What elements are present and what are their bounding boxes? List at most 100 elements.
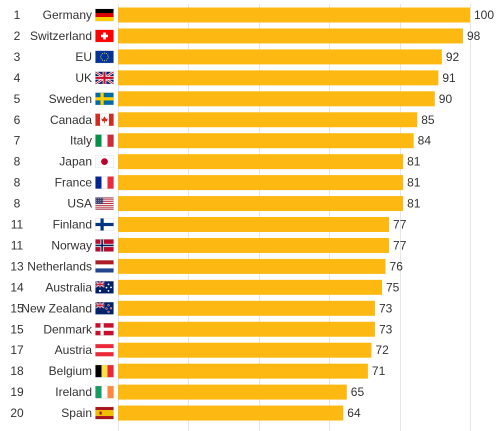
bar [118,112,418,128]
value-label: 100 [474,8,494,22]
rank-label: 11 [11,238,24,252]
chart-row: 19 Ireland 65 [10,384,365,400]
chart-row: 20 Spain 64 [10,405,361,421]
finland-flag-icon [95,218,114,231]
value-label: 81 [407,197,421,211]
value-label: 85 [421,113,435,127]
chart-row: 5 Sweden 90 [14,91,453,107]
country-label: France [55,176,93,190]
canada-flag-icon [95,113,114,127]
country-label: Italy [70,134,92,148]
country-label: Canada [50,113,92,127]
japan-flag-icon [95,155,114,168]
chart-row: 1 Germany 100 [14,7,494,23]
value-label: 73 [379,301,393,315]
chart-row: 6 Canada 85 [14,112,435,128]
country-label: Japan [59,155,92,169]
chart-row: 4 UK 91 [14,70,456,86]
denmark-flag-icon [95,322,114,336]
rank-label: 6 [14,113,21,127]
chart-row: 14 Australia 75 [10,279,400,295]
bar [118,300,375,316]
country-label: Australia [45,280,92,294]
rank-label: 17 [10,343,24,357]
spain-flag-icon [95,406,114,420]
chart-row: 11 Norway 77 [11,237,407,253]
sweden-flag-icon [95,92,114,106]
netherlands-flag-icon [95,260,114,273]
rank-label: 15 [10,301,24,315]
bar [118,258,386,274]
bar [118,384,347,400]
eu-flag-icon [95,50,114,64]
value-label: 64 [347,406,361,420]
country-label: Netherlands [27,259,92,273]
chart-row: 18 Belgium 71 [10,363,386,379]
bar [118,154,404,170]
chart-row: 7 Italy 84 [14,133,431,149]
rank-label: 8 [14,197,21,211]
value-label: 76 [390,259,404,273]
chart-row: 13 Netherlands 76 [10,258,404,274]
country-label: New Zealand [21,301,92,315]
country-label: Norway [51,238,92,252]
country-label: Austria [55,343,93,357]
chart-row: 11 Finland 77 [11,217,407,232]
bar [118,279,382,295]
country-label: Denmark [43,322,93,336]
value-label: 92 [446,50,460,64]
bar [118,133,414,149]
germany-flag-icon [95,8,114,22]
value-label: 75 [386,280,400,294]
value-label: 71 [372,364,386,378]
chart-row: 2 Switzerland 98 [14,28,481,44]
switzerland-flag-icon [95,29,114,43]
country-label: Sweden [49,92,92,106]
rank-label: 1 [14,8,21,22]
bar [118,342,372,358]
value-label: 77 [393,218,407,232]
norway-flag-icon [95,239,114,252]
rank-label: 20 [10,406,24,420]
chart-row: 3 EU 92 [14,49,460,65]
value-label: 90 [439,92,453,106]
bar [118,196,404,212]
rank-label: 3 [14,50,21,64]
austria-flag-icon [95,343,114,357]
bar [118,405,344,421]
value-label: 65 [351,385,365,399]
value-label: 72 [375,343,389,357]
value-label: 77 [393,238,407,252]
country-label: Belgium [49,364,92,378]
usa-flag-icon [95,197,114,210]
value-label: 73 [379,322,393,336]
chart-rows: 1 Germany 100 2 Switzerland 98 3 EU 92 4 UK 91 5 Swed… [10,7,494,421]
uk-flag-icon [94,70,115,85]
bar [118,49,442,65]
france-flag-icon [95,176,114,189]
country-label: Spain [61,406,92,420]
new-zealand-flag-icon [95,302,114,315]
rank-label: 5 [14,92,21,106]
country-label: Switzerland [30,29,92,43]
rank-label: 19 [10,385,24,399]
country-label: Ireland [55,385,92,399]
bar [118,7,470,23]
country-label: EU [75,50,92,64]
bar [118,363,368,379]
value-label: 81 [407,176,421,190]
bar [118,91,435,107]
chart-row: 15 Denmark 73 [10,321,393,337]
rank-label: 8 [14,176,21,190]
bar [118,217,390,232]
bar [118,70,439,86]
bar [118,175,404,191]
rank-label: 15 [10,322,24,336]
australia-flag-icon [95,281,114,294]
country-label: USA [67,197,92,211]
rank-label: 18 [10,364,24,378]
bar [118,321,375,337]
rank-label: 13 [10,259,24,273]
